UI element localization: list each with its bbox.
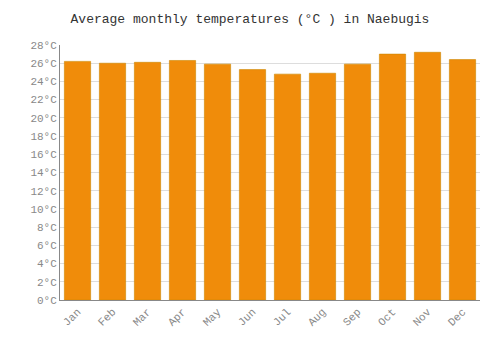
svg-text:6°C: 6°C (37, 240, 57, 252)
svg-text:Nov: Nov (411, 306, 434, 329)
svg-text:Mar: Mar (131, 306, 153, 328)
svg-text:12°C: 12°C (30, 186, 57, 198)
svg-text:24°C: 24°C (30, 76, 57, 88)
svg-text:Jun: Jun (236, 306, 258, 328)
svg-text:28°C: 28°C (30, 40, 57, 52)
svg-text:Dec: Dec (446, 306, 468, 328)
svg-text:Feb: Feb (96, 306, 118, 328)
svg-text:16°C: 16°C (30, 149, 57, 161)
svg-text:10°C: 10°C (30, 204, 57, 216)
svg-text:May: May (201, 306, 224, 329)
svg-text:Sep: Sep (341, 306, 363, 328)
svg-text:Jan: Jan (61, 306, 83, 328)
svg-text:Aug: Aug (306, 306, 328, 328)
svg-text:Oct: Oct (376, 306, 398, 328)
svg-text:Apr: Apr (166, 306, 188, 328)
svg-text:Jul: Jul (271, 306, 293, 328)
svg-text:4°C: 4°C (37, 258, 57, 270)
svg-text:26°C: 26°C (30, 58, 57, 70)
svg-text:20°C: 20°C (30, 113, 57, 125)
svg-text:22°C: 22°C (30, 94, 57, 106)
svg-text:8°C: 8°C (37, 222, 57, 234)
svg-text:2°C: 2°C (37, 277, 57, 289)
svg-text:0°C: 0°C (37, 295, 57, 307)
svg-text:18°C: 18°C (30, 131, 57, 143)
svg-text:Average monthly temperatures (: Average monthly temperatures (°C ) in Na… (71, 12, 430, 27)
svg-text:14°C: 14°C (30, 167, 57, 179)
